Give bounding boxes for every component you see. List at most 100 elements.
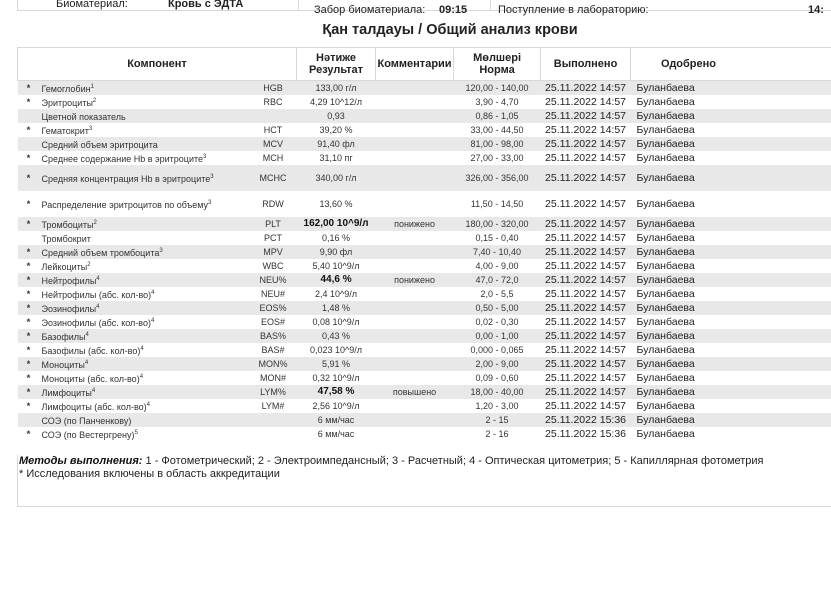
comment — [376, 399, 454, 413]
component-code: BAS# — [261, 345, 285, 355]
approved-by: Буланбаева — [636, 152, 695, 164]
done-datetime: 25.11.2022 14:57 — [545, 152, 627, 164]
done-datetime: 25.11.2022 14:57 — [545, 232, 627, 244]
component-name: Нейтрофилы (абс. кол-во)4 — [40, 287, 250, 301]
done-datetime: 25.11.2022 14:57 — [545, 198, 627, 210]
method-index: 4 — [91, 388, 96, 394]
component-label: Базофилы — [41, 332, 86, 342]
method-index: 2 — [92, 98, 97, 104]
header-comments: Комментарии — [375, 47, 455, 81]
component-label: Средняя концентрация Hb в эритроците — [41, 174, 211, 184]
result-value: 4,29 10^12/л — [310, 97, 363, 107]
component-code: RDW — [262, 199, 284, 209]
norm-range: 3,90 - 4,70 — [475, 97, 519, 107]
norm-range: 2 - 15 — [453, 413, 541, 427]
component-name: СОЭ (по Панченкову) — [39, 413, 250, 427]
table-row: СОЭ (по Панченкову) 6 мм/час 2 - 15 25.11.2… — [17, 413, 831, 427]
component-label: Среднее содержание Hb в эритроците — [41, 154, 204, 164]
done-datetime: 25.11.2022 14:57 — [545, 96, 627, 108]
result-value: 0,43 % — [296, 329, 376, 343]
accredited-marker: * — [26, 317, 31, 327]
component-label: Тромбокрит — [41, 234, 91, 244]
approved-by: Буланбаева — [636, 372, 695, 384]
component-label: СОЭ (по Панченкову) — [41, 416, 132, 426]
accredited-marker: * — [26, 153, 31, 163]
result-value: 2,4 10^9/л — [315, 289, 358, 299]
method-index: 4 — [96, 304, 100, 310]
component-name: Базофилы4 — [39, 329, 250, 343]
component-name: Средний объем тромбоцита3 — [39, 245, 250, 259]
table-row: * Базофилы (абс. кол-во)4 BAS# 0,023 10^9/л… — [18, 343, 831, 357]
done-datetime: 25.11.2022 15:36 — [540, 413, 631, 427]
table-row: * Эозинофилы (абс. кол-во)4 EOS# 0,08 10^9/… — [18, 315, 831, 329]
norm-range: 1,20 - 3,00 — [475, 401, 519, 411]
comment — [376, 343, 454, 357]
component-code: MPV — [249, 245, 297, 259]
done-datetime: 25.11.2022 14:57 — [540, 165, 631, 191]
table-row: * Лимфоциты4 LYM% 47,58 % повышено 18,00 - 40… — [17, 385, 831, 399]
accredited-marker: * — [17, 273, 40, 287]
header-norm-kz: Мөлшері — [473, 52, 521, 64]
component-name: Моноциты4 — [39, 357, 250, 371]
accreditation-note: * Исследования включены в область аккред… — [19, 468, 280, 480]
accredited-marker: * — [26, 429, 31, 439]
collection-label: Забор биоматериала: — [314, 4, 426, 16]
result-value: 0,08 10^9/л — [312, 317, 360, 327]
component-name: Гемоглобин1 — [39, 80, 250, 95]
component-name: Средний объем эритроцита — [39, 137, 250, 151]
done-datetime: 25.11.2022 14:57 — [545, 288, 627, 300]
divider — [490, 0, 491, 11]
method-index: 4 — [139, 374, 144, 380]
component-name: Цветной показатель — [39, 109, 250, 123]
method-index: 3 — [88, 126, 93, 132]
result-value: 5,91 % — [296, 357, 376, 371]
comment — [375, 357, 454, 371]
component-code: MON# — [260, 373, 287, 383]
result-value: 6 мм/час — [317, 429, 355, 439]
component-code: HGB — [249, 80, 297, 95]
comment — [376, 287, 454, 301]
norm-range: 11,50 - 14,50 — [470, 199, 524, 209]
biomaterial-value: Кровь с ЭДТА — [168, 0, 244, 10]
approved-by: Буланбаева — [630, 273, 831, 287]
accredited-marker: * — [17, 165, 40, 191]
method-index: 5 — [134, 430, 138, 436]
component-name: Лимфоциты4 — [39, 385, 250, 399]
method-index: 4 — [96, 276, 100, 282]
accredited-marker: * — [17, 385, 40, 399]
component-code — [249, 413, 297, 427]
accredited-marker: * — [17, 329, 40, 343]
method-index: 3 — [210, 174, 214, 180]
accredited-marker: * — [17, 80, 40, 95]
accredited-marker — [17, 413, 40, 427]
approved-by: Буланбаева — [630, 217, 831, 231]
component-code: NEU# — [261, 289, 286, 299]
comment: понижено — [375, 273, 454, 287]
component-label: Эозинофилы — [41, 304, 97, 314]
component-code: BAS% — [249, 329, 297, 343]
norm-range: 0,50 - 5,00 — [453, 301, 541, 315]
component-code: PLT — [249, 217, 297, 231]
table-row: * Эритроциты2 RBC 4,29 10^12/л 3,90 - 4,70 25… — [18, 95, 831, 109]
comment — [375, 245, 454, 259]
method-index: 4 — [84, 360, 89, 366]
done-datetime: 25.11.2022 14:57 — [545, 372, 627, 384]
table-row: * Моноциты (абс. кол-во)4 MON# 0,32 10^9/л 0… — [18, 371, 831, 385]
norm-range: 120,00 - 140,00 — [453, 80, 541, 95]
norm-range: 4,00 - 9,00 — [475, 261, 519, 271]
accredited-marker: * — [26, 401, 31, 411]
biomaterial-label: Биоматериал: — [56, 0, 128, 10]
norm-range: 2,0 - 5,5 — [480, 289, 514, 299]
component-label: Гемоглобин — [41, 84, 91, 94]
approved-by: Буланбаева — [630, 413, 831, 427]
component-code: EOS% — [249, 301, 297, 315]
component-code: NEU% — [249, 273, 297, 287]
comment — [376, 259, 454, 273]
done-datetime: 25.11.2022 14:57 — [540, 245, 631, 259]
header-approved: Одобрено — [630, 47, 831, 81]
table-row: * Тромбоциты2 PLT 162,00 10^9/л понижено 180,… — [17, 217, 831, 231]
done-datetime: 25.11.2022 14:57 — [540, 80, 631, 95]
method-index: 2 — [87, 262, 91, 268]
accredited-marker: * — [26, 199, 31, 209]
component-label: Нейтрофилы (абс. кол-во) — [41, 290, 152, 300]
